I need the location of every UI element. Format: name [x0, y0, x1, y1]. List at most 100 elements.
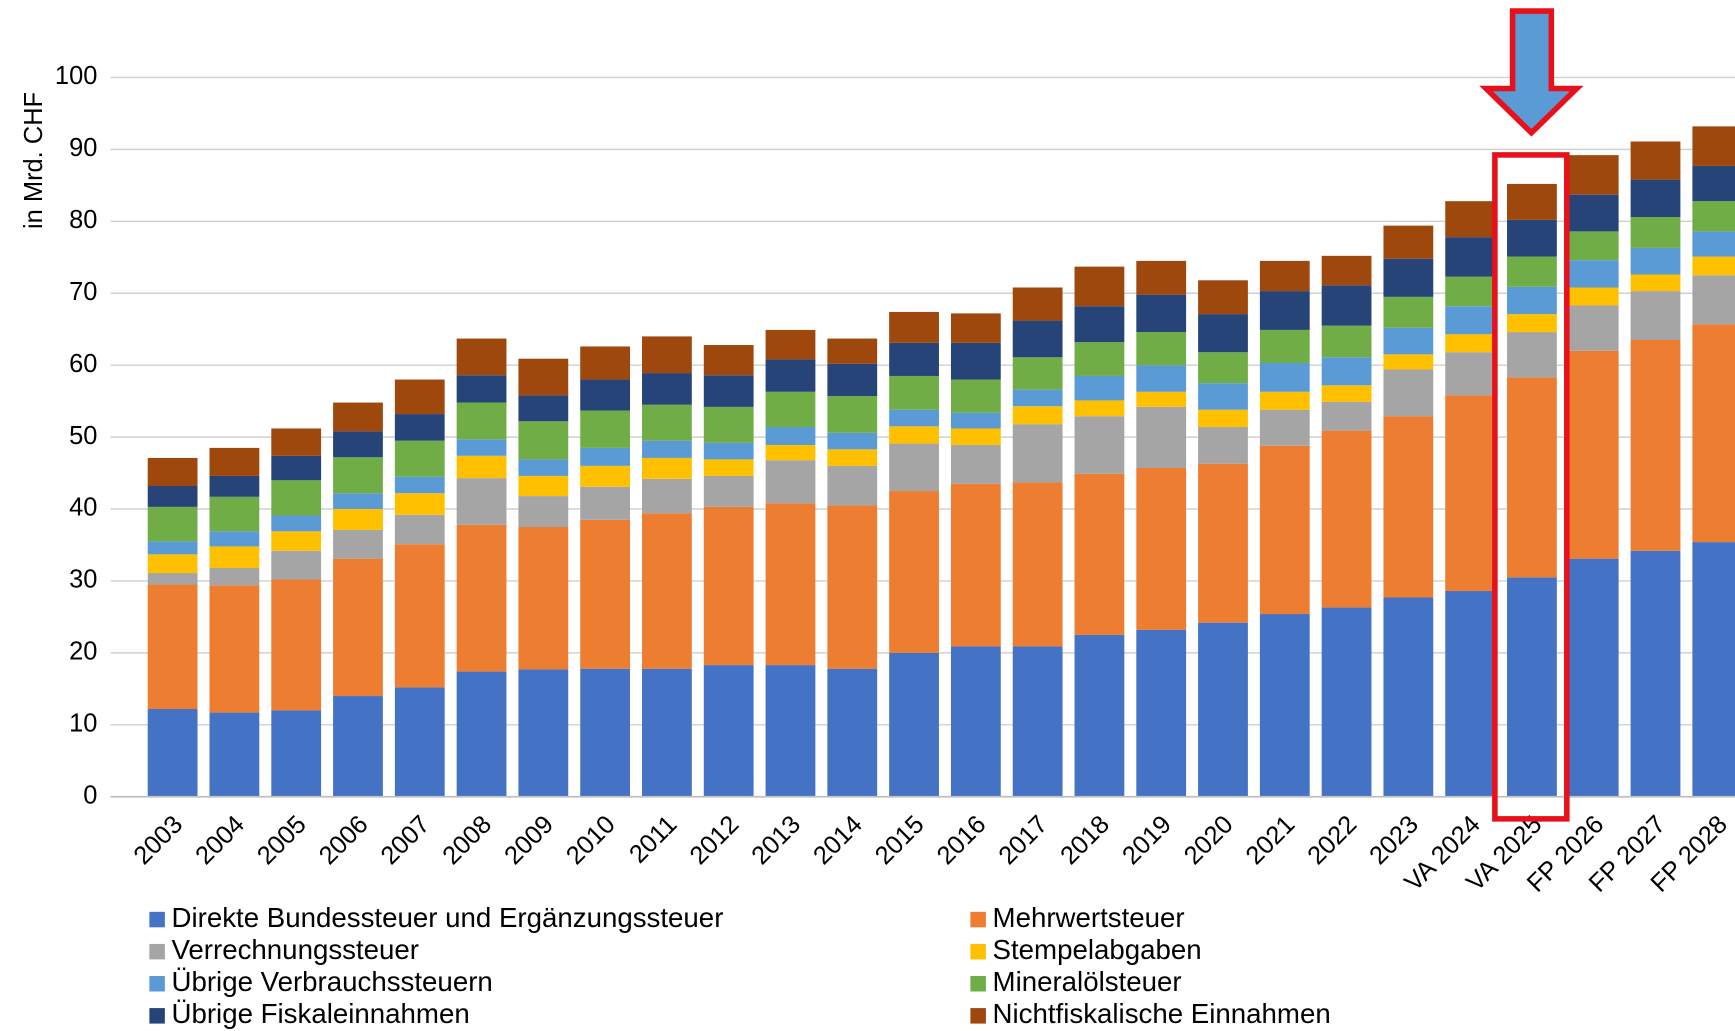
bar-segment — [394, 476, 445, 494]
x-tick-label: 2007 — [376, 810, 436, 870]
bar-segment — [1383, 369, 1434, 417]
bar-segment — [1692, 256, 1735, 276]
bar-segment — [1321, 401, 1372, 431]
bar-segment — [703, 345, 754, 376]
bar-segment — [1198, 409, 1248, 428]
bar-segment — [1445, 237, 1496, 277]
bar-segment — [950, 379, 1001, 413]
bar-segment — [271, 455, 322, 481]
x-tick-label: 2017 — [993, 810, 1053, 870]
bar-segment — [950, 342, 1001, 380]
bar-segment — [827, 465, 878, 506]
y-tick-label: 50 — [69, 422, 97, 450]
bar-segment — [1568, 558, 1619, 797]
y-tick-label: 80 — [69, 206, 97, 234]
x-tick-label: 2019 — [1117, 810, 1177, 870]
bar-segment — [827, 505, 878, 669]
bar-segment — [394, 544, 445, 688]
bar-segment — [765, 445, 816, 461]
bar-segment — [333, 696, 383, 797]
bar-segment — [209, 496, 260, 532]
bar-segment — [1259, 391, 1310, 410]
bar-segment — [1630, 141, 1681, 180]
bar-segment — [1445, 395, 1496, 592]
bar-segment — [1383, 258, 1434, 297]
bar-segment — [1568, 231, 1619, 261]
bar-segment — [147, 506, 198, 542]
y-tick-label: 90 — [69, 134, 97, 162]
bar-segment — [580, 465, 631, 487]
legend-swatch — [970, 911, 986, 928]
bar-segment — [147, 457, 198, 487]
bar-segment — [518, 475, 569, 497]
bar-segment — [765, 329, 816, 360]
bar-segment — [827, 668, 878, 797]
y-tick-label: 0 — [83, 781, 97, 809]
bar-segment — [889, 491, 939, 653]
bar-segment — [1692, 201, 1735, 232]
bar-segment — [765, 359, 816, 392]
bar-segment — [1321, 285, 1372, 326]
bar-segment — [580, 379, 631, 411]
bar-segment — [1074, 416, 1125, 474]
bar-segment — [1198, 427, 1248, 464]
bar-segment — [147, 554, 198, 574]
bar-segment — [1630, 217, 1681, 248]
bar-segment — [394, 440, 445, 477]
x-tick-label: 2018 — [1055, 810, 1115, 870]
y-tick-label: 30 — [69, 566, 97, 594]
bar-segment — [1198, 622, 1248, 797]
bar-segment — [333, 558, 383, 697]
bar-segment — [703, 442, 754, 460]
bar-segment — [1507, 314, 1557, 333]
bar-segment — [1259, 363, 1310, 392]
y-tick-label: 40 — [69, 494, 97, 522]
bar-segment — [1445, 352, 1496, 396]
bar-segment — [1692, 231, 1735, 257]
bar-segment — [1383, 597, 1434, 797]
bar-segment — [765, 427, 816, 446]
bar-segment — [456, 455, 507, 479]
bar-segment — [950, 313, 1001, 343]
bar-segment — [703, 375, 754, 407]
bar-segment — [642, 668, 692, 797]
bar-segment — [1507, 332, 1557, 378]
bar-segment — [827, 432, 878, 450]
bar-segment — [1012, 424, 1063, 483]
bar-segment — [333, 402, 383, 432]
bar-segment — [456, 524, 507, 672]
legend-label: Nichtfiskalische Einnahmen — [993, 998, 1331, 1029]
bar-segment — [889, 426, 939, 444]
x-tick-label: 2011 — [624, 810, 682, 868]
bar-segment — [1198, 352, 1248, 384]
bar-segment — [765, 460, 816, 504]
bar-segment — [518, 459, 569, 476]
x-tick-label: 2004 — [190, 810, 250, 870]
bar-segment — [889, 443, 939, 492]
bar-segment — [1630, 247, 1681, 275]
bar-segment — [1568, 287, 1619, 306]
bar-segment — [209, 568, 260, 586]
x-tick-label: 2015 — [870, 810, 930, 870]
bar-segment — [209, 546, 260, 569]
bar-segment — [333, 457, 383, 494]
bar-segment — [271, 531, 322, 551]
bar-segment — [1321, 325, 1372, 358]
legend-label: Stempelabgaben — [993, 934, 1202, 965]
bar-segment — [1568, 194, 1619, 232]
bar-segment — [209, 447, 260, 476]
bar-segment — [1321, 430, 1372, 608]
bar-segment — [147, 708, 198, 797]
bar-segment — [1321, 255, 1372, 286]
y-tick-label: 60 — [69, 350, 97, 378]
bar-segment — [1383, 327, 1434, 355]
x-tick-label: 2014 — [808, 810, 868, 870]
bar-segment — [333, 529, 383, 559]
bar-segment — [1630, 291, 1681, 340]
bar-segment — [271, 480, 322, 516]
legend-swatch — [149, 1008, 165, 1024]
bar-segment — [580, 486, 631, 520]
bar-segment — [889, 311, 939, 343]
y-tick-label: 10 — [69, 710, 97, 738]
